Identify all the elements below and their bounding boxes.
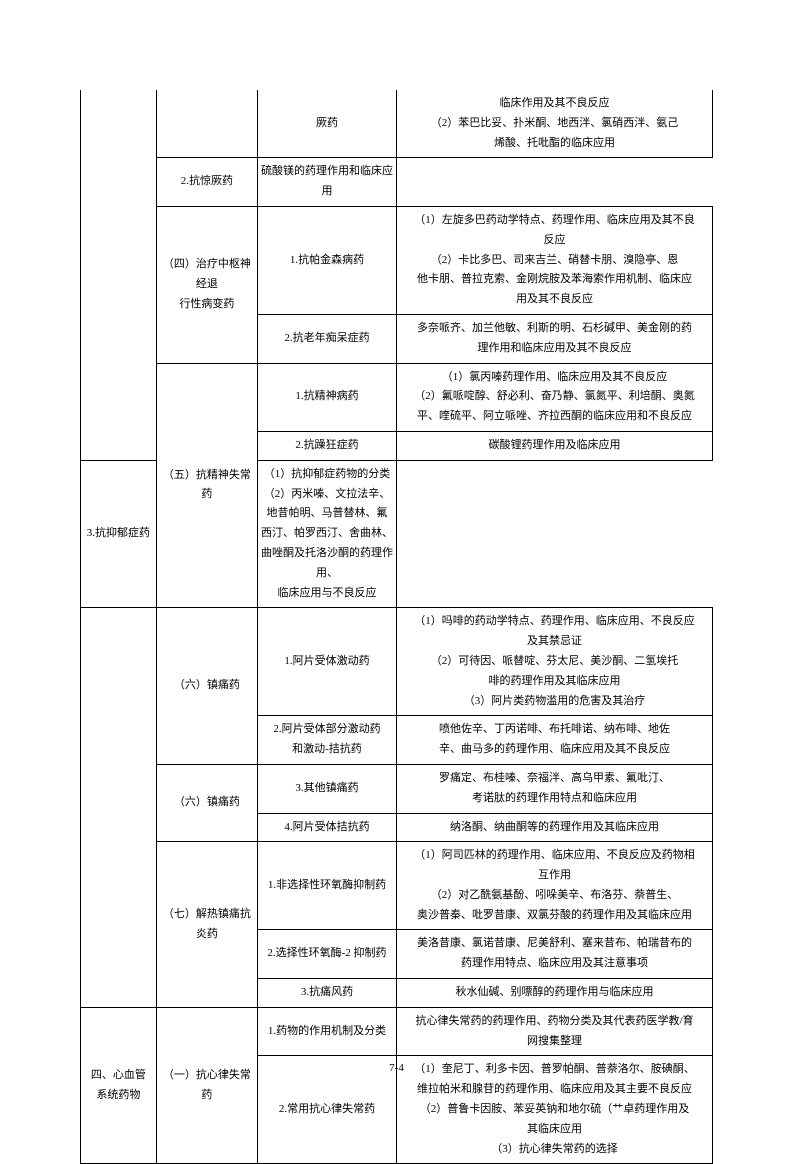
description-cell: 硫酸镁的药理作用和临床应用 xyxy=(257,158,396,207)
drug-type-cell: 2.抗惊厥药 xyxy=(156,158,257,207)
drug-type-cell: 1.阿片受体激动药 xyxy=(257,608,396,716)
subcategory-cell xyxy=(156,90,257,158)
table-row: （五）抗精神失常药1.抗精神病药（1）氯丙嗪药理作用、临床应用及其不良反应（2）… xyxy=(81,363,713,431)
drug-type-cell: 1.非选择性环氧酶抑制药 xyxy=(257,842,396,930)
description-cell: 美洛昔康、氯诺昔康、尼美舒利、塞来昔布、帕瑞昔布的药理作用特点、临床应用及其注意… xyxy=(396,930,712,979)
description-cell: 多奈哌齐、加兰他敏、利斯的明、石杉碱甲、美金刚的药理作用和临床应用及其不良反应 xyxy=(396,314,712,363)
description-cell: 秋水仙碱、别嘌醇的药理作用与临床应用 xyxy=(396,979,712,1008)
subcategory-cell: （五）抗精神失常药 xyxy=(156,363,257,608)
drug-type-cell: 1.药物的作用机制及分类 xyxy=(257,1007,396,1056)
drug-type-cell: 4.阿片受体拮抗药 xyxy=(257,813,396,842)
description-cell: （1）阿司匹林的药理作用、临床应用、不良反应及药物相互作用（2）对乙酰氨基酚、吲… xyxy=(396,842,712,930)
drug-type-cell: 3.其他镇痛药 xyxy=(257,764,396,813)
description-cell: （1）抗抑郁症药物的分类（2）丙米嗪、文拉法辛、地昔帕明、马普替林、氟西汀、帕罗… xyxy=(257,460,396,608)
medical-table: 厥药临床作用及其不良反应（2）苯巴比妥、扑米酮、地西泮、氯硝西泮、氨己烯酸、托吡… xyxy=(80,90,713,1164)
table-row: （六）镇痛药3.其他镇痛药罗痛定、布桂嗪、奈福泮、高乌甲素、氟吡汀、考诺肽的药理… xyxy=(81,764,713,813)
subcategory-cell: （六）镇痛药 xyxy=(156,764,257,841)
drug-type-cell: 1.抗精神病药 xyxy=(257,363,396,431)
description-cell: （1）吗啡的药动学特点、药理作用、临床应用、不良反应及其禁忌证（2）可待因、哌替… xyxy=(396,608,712,716)
drug-type-cell: 3.抗痛风药 xyxy=(257,979,396,1008)
table-row: （七）解热镇痛抗炎药1.非选择性环氧酶抑制药（1）阿司匹林的药理作用、临床应用、… xyxy=(81,842,713,930)
subcategory-cell: （六）镇痛药 xyxy=(156,608,257,765)
drug-type-cell: 2.选择性环氧酶-2 抑制药 xyxy=(257,930,396,979)
table-row: 厥药临床作用及其不良反应（2）苯巴比妥、扑米酮、地西泮、氯硝西泮、氨己烯酸、托吡… xyxy=(81,90,713,158)
subcategory-cell: （七）解热镇痛抗炎药 xyxy=(156,842,257,1008)
table-row: （六）镇痛药1.阿片受体激动药（1）吗啡的药动学特点、药理作用、临床应用、不良反… xyxy=(81,608,713,716)
description-cell: 喷他佐辛、丁丙诺啡、布托啡诺、纳布啡、地佐辛、曲马多的药理作用、临床应用及其不良… xyxy=(396,716,712,765)
drug-type-cell: 厥药 xyxy=(257,90,396,158)
table-row: （四）治疗中枢神经退行性病变药1.抗帕金森病药（1）左旋多巴药动学特点、药理作用… xyxy=(81,206,713,314)
page-number: 7-4 xyxy=(0,1062,793,1074)
drug-type-cell: 3.抗抑郁症药 xyxy=(81,460,157,608)
description-cell: （1）左旋多巴药动学特点、药理作用、临床应用及其不良反应（2）卡比多巴、司来吉兰… xyxy=(396,206,712,314)
drug-type-cell: 2.阿片受体部分激动药和激动-拮抗药 xyxy=(257,716,396,765)
description-cell: 罗痛定、布桂嗪、奈福泮、高乌甲素、氟吡汀、考诺肽的药理作用特点和临床应用 xyxy=(396,764,712,813)
description-cell: 临床作用及其不良反应（2）苯巴比妥、扑米酮、地西泮、氯硝西泮、氨己烯酸、托吡酯的… xyxy=(396,90,712,158)
table-row: 2.抗惊厥药硫酸镁的药理作用和临床应用 xyxy=(81,158,713,207)
table-row: 四、心血管系统药物（一）抗心律失常药1.药物的作用机制及分类抗心律失常药的药理作… xyxy=(81,1007,713,1056)
description-cell: 抗心律失常药的药理作用、药物分类及其代表药医学教/育网搜集整理 xyxy=(396,1007,712,1056)
description-cell: 碳酸锂药理作用及临床应用 xyxy=(396,431,712,460)
category-cell xyxy=(81,608,157,1008)
category-cell xyxy=(81,90,157,460)
drug-type-cell: 2.抗老年痴呆症药 xyxy=(257,314,396,363)
drug-type-cell: 1.抗帕金森病药 xyxy=(257,206,396,314)
subcategory-cell: （四）治疗中枢神经退行性病变药 xyxy=(156,206,257,363)
description-cell: 纳洛酮、纳曲酮等的药理作用及其临床应用 xyxy=(396,813,712,842)
category-cell: 四、心血管系统药物 xyxy=(81,1007,157,1164)
drug-type-cell: 2.抗躁狂症药 xyxy=(257,431,396,460)
subcategory-cell: （一）抗心律失常药 xyxy=(156,1007,257,1164)
description-cell: （1）氯丙嗪药理作用、临床应用及其不良反应（2）氟哌啶醇、舒必利、奋乃静、氯氮平… xyxy=(396,363,712,431)
